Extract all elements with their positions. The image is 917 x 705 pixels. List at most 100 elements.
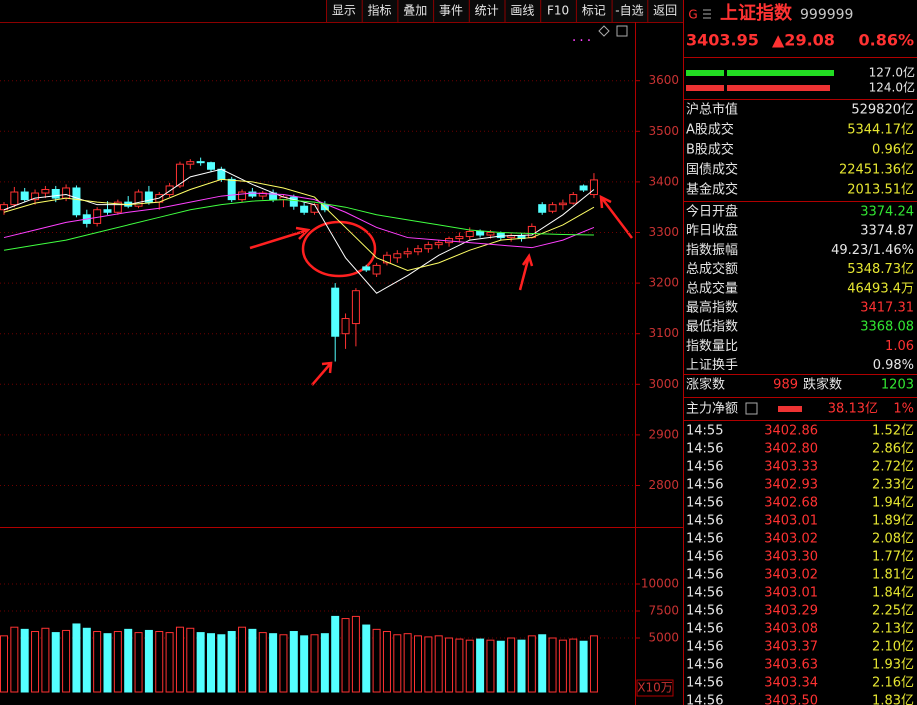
- trade-time: 14:56: [686, 622, 723, 637]
- trade-price: 3403.01: [764, 514, 818, 529]
- trade-price: 3403.34: [764, 676, 818, 691]
- highlight-circle: [301, 220, 377, 278]
- toolbar-button[interactable]: -自选: [615, 4, 643, 18]
- stat-value: 0.98%: [873, 358, 914, 373]
- change-pct: 0.86%: [858, 31, 914, 50]
- stat-label: 基金成交: [686, 182, 738, 198]
- stat-value: 5344.17亿: [847, 123, 914, 138]
- diamond-icon: [598, 25, 610, 37]
- volume-bar: [558, 639, 567, 693]
- candle-body: [144, 191, 153, 203]
- flow-label: 127.0亿: [869, 65, 915, 80]
- candle-body: [20, 191, 29, 201]
- candle-body: [258, 192, 267, 197]
- volume-bar: [82, 627, 91, 693]
- toolbar-button[interactable]: 叠加: [403, 4, 427, 18]
- candle-body: [134, 191, 143, 207]
- trade-time: 14:56: [686, 460, 723, 475]
- toolbar-button[interactable]: 画线: [510, 4, 534, 18]
- toolbar-button[interactable]: 事件: [439, 4, 463, 18]
- volume-tick-label: 5000: [648, 631, 679, 645]
- volume-tick-label: 7500: [648, 604, 679, 618]
- candle-body: [289, 196, 298, 207]
- menu-icon: [703, 9, 711, 19]
- trade-time: 14:56: [686, 640, 723, 655]
- trade-time: 14:55: [686, 424, 723, 439]
- stat-label: 总成交额: [686, 261, 738, 277]
- toolbar-button[interactable]: 显示: [332, 4, 356, 18]
- toolbar-button[interactable]: 指标: [368, 3, 392, 18]
- stat-label: 指数量比: [686, 339, 738, 354]
- volume-bar: [579, 640, 588, 693]
- candle-body: [341, 318, 350, 335]
- trade-time: 14:56: [686, 676, 723, 691]
- volume-bar: [424, 636, 433, 693]
- trade-time: 14:56: [686, 478, 723, 493]
- candle-body: [175, 163, 184, 187]
- breadth-up: 989: [773, 378, 798, 393]
- volume-bar: [196, 632, 205, 693]
- unit-box: [636, 679, 674, 697]
- candle-body: [382, 254, 391, 264]
- candle-body: [41, 188, 50, 194]
- trade-volume: 2.72亿: [872, 460, 914, 475]
- toolbar-button[interactable]: 标记: [582, 4, 606, 18]
- stat-value: 0.96亿: [872, 143, 914, 158]
- stat-label: 昨日收盘: [686, 223, 738, 239]
- candle-body: [403, 251, 412, 255]
- candle-body: [31, 192, 40, 201]
- stat-value: 46493.4万: [847, 281, 914, 296]
- moving-average: [3, 199, 594, 251]
- candle-body: [569, 194, 578, 204]
- candle-body: [351, 290, 360, 325]
- candle-body: [434, 242, 443, 246]
- trade-price: 3403.08: [764, 622, 818, 637]
- trade-volume: 2.10亿: [872, 640, 914, 655]
- flow-bar: [727, 85, 830, 91]
- volume-bar: [548, 637, 557, 693]
- volume-bar: [41, 627, 50, 693]
- toolbar-button[interactable]: 返回: [653, 4, 677, 18]
- trade-volume: 2.33亿: [872, 478, 914, 493]
- volume-bar: [238, 626, 247, 693]
- stat-label: B股成交: [686, 142, 734, 158]
- volume-bar: [362, 624, 371, 693]
- y-tick-label: 3500: [648, 124, 679, 138]
- index-name: 上证指数: [720, 2, 793, 24]
- trade-price: 3403.37: [764, 640, 818, 655]
- volume-bar: [403, 633, 412, 693]
- y-tick-label: 3200: [648, 276, 679, 290]
- toolbar-button[interactable]: F10: [547, 4, 569, 18]
- main-flow-value: 38.13亿: [828, 402, 878, 417]
- candle-body: [186, 161, 195, 165]
- volume-bar: [331, 615, 340, 693]
- toolbar-button[interactable]: 统计: [475, 4, 499, 18]
- volume-bar: [72, 623, 81, 693]
- candle-body: [579, 185, 588, 191]
- y-tick-label: 2800: [648, 478, 679, 492]
- volume-bar: [382, 631, 391, 693]
- chart-icons: ···: [572, 25, 628, 49]
- stat-value: 529820亿: [851, 103, 914, 118]
- breadth-label: 跌家数: [803, 377, 842, 393]
- volume-bar: [569, 638, 578, 693]
- volume-tick-label: 10000: [641, 577, 679, 591]
- window-icon: [616, 25, 628, 37]
- candle-body: [227, 178, 236, 201]
- trade-price: 3402.80: [764, 442, 818, 457]
- stat-label: 今日开盘: [686, 204, 738, 220]
- arrow: [311, 361, 333, 386]
- volume-bar: [186, 627, 195, 693]
- volume-bar: [538, 634, 547, 693]
- volume-bar: [217, 634, 226, 693]
- trade-time: 14:56: [686, 514, 723, 529]
- volume-bar: [207, 633, 215, 693]
- candle-body: [589, 179, 598, 196]
- trade-time: 14:56: [686, 658, 723, 673]
- volume-bar: [517, 639, 526, 693]
- candle-body: [372, 264, 381, 275]
- trade-price: 3403.63: [764, 658, 818, 673]
- volume-bar: [393, 634, 402, 693]
